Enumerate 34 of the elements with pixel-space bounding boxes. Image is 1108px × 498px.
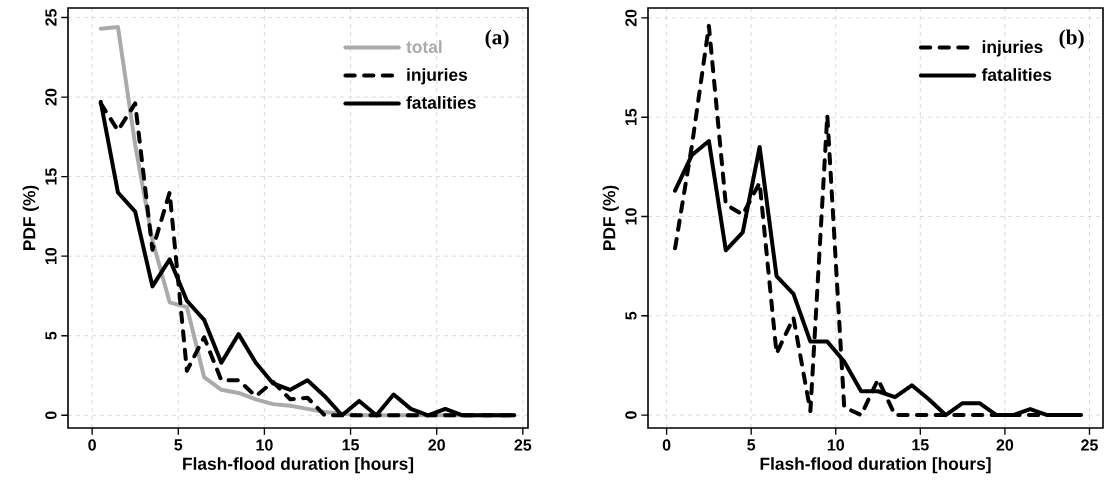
y-tick-label: 15 xyxy=(625,108,637,126)
y-tick-label: 10 xyxy=(625,208,637,225)
x-tick-label: 10 xyxy=(256,439,273,451)
y-tick-label: 0 xyxy=(45,411,57,420)
x-tick-label: 10 xyxy=(827,439,844,451)
y-axis-title: PDF (%) xyxy=(602,185,619,251)
y-tick-label: 0 xyxy=(625,411,637,419)
y-tick-label: 25 xyxy=(45,9,57,26)
x-tick-label: 15 xyxy=(912,439,929,451)
x-tick-label: 25 xyxy=(514,439,532,451)
y-tick-label: 10 xyxy=(45,247,57,265)
legend-label: injuries xyxy=(982,40,1043,57)
x-tick-label: 20 xyxy=(428,439,445,451)
legend-label: fatalities xyxy=(406,96,476,109)
y-tick-label: 15 xyxy=(45,168,57,185)
x-tick-label: 0 xyxy=(88,439,96,451)
text: (a) xyxy=(485,29,509,49)
text: (b) xyxy=(1059,29,1084,49)
x-tick-label: 5 xyxy=(747,439,756,451)
x-tick-label: 15 xyxy=(342,439,359,451)
y-tick-label: 20 xyxy=(625,9,637,27)
legend-label: injuries xyxy=(407,68,468,85)
y-tick-label: 20 xyxy=(45,88,57,106)
x-tick-label: 5 xyxy=(174,439,183,451)
x-tick-label: 25 xyxy=(1081,439,1098,451)
legend-label: fatalities xyxy=(981,68,1052,81)
x-tick-label: 20 xyxy=(996,439,1014,451)
x-axis-title: Flash-flood duration [hours] xyxy=(760,457,991,474)
x-tick-label: 0 xyxy=(662,439,671,451)
legend-label: total xyxy=(406,40,442,54)
y-tick-label: 5 xyxy=(625,311,637,320)
y-tick-label: 5 xyxy=(45,331,57,340)
y-axis-title: PDF (%) xyxy=(22,185,39,251)
x-axis-title: Flash-flood duration [hours] xyxy=(183,457,414,474)
